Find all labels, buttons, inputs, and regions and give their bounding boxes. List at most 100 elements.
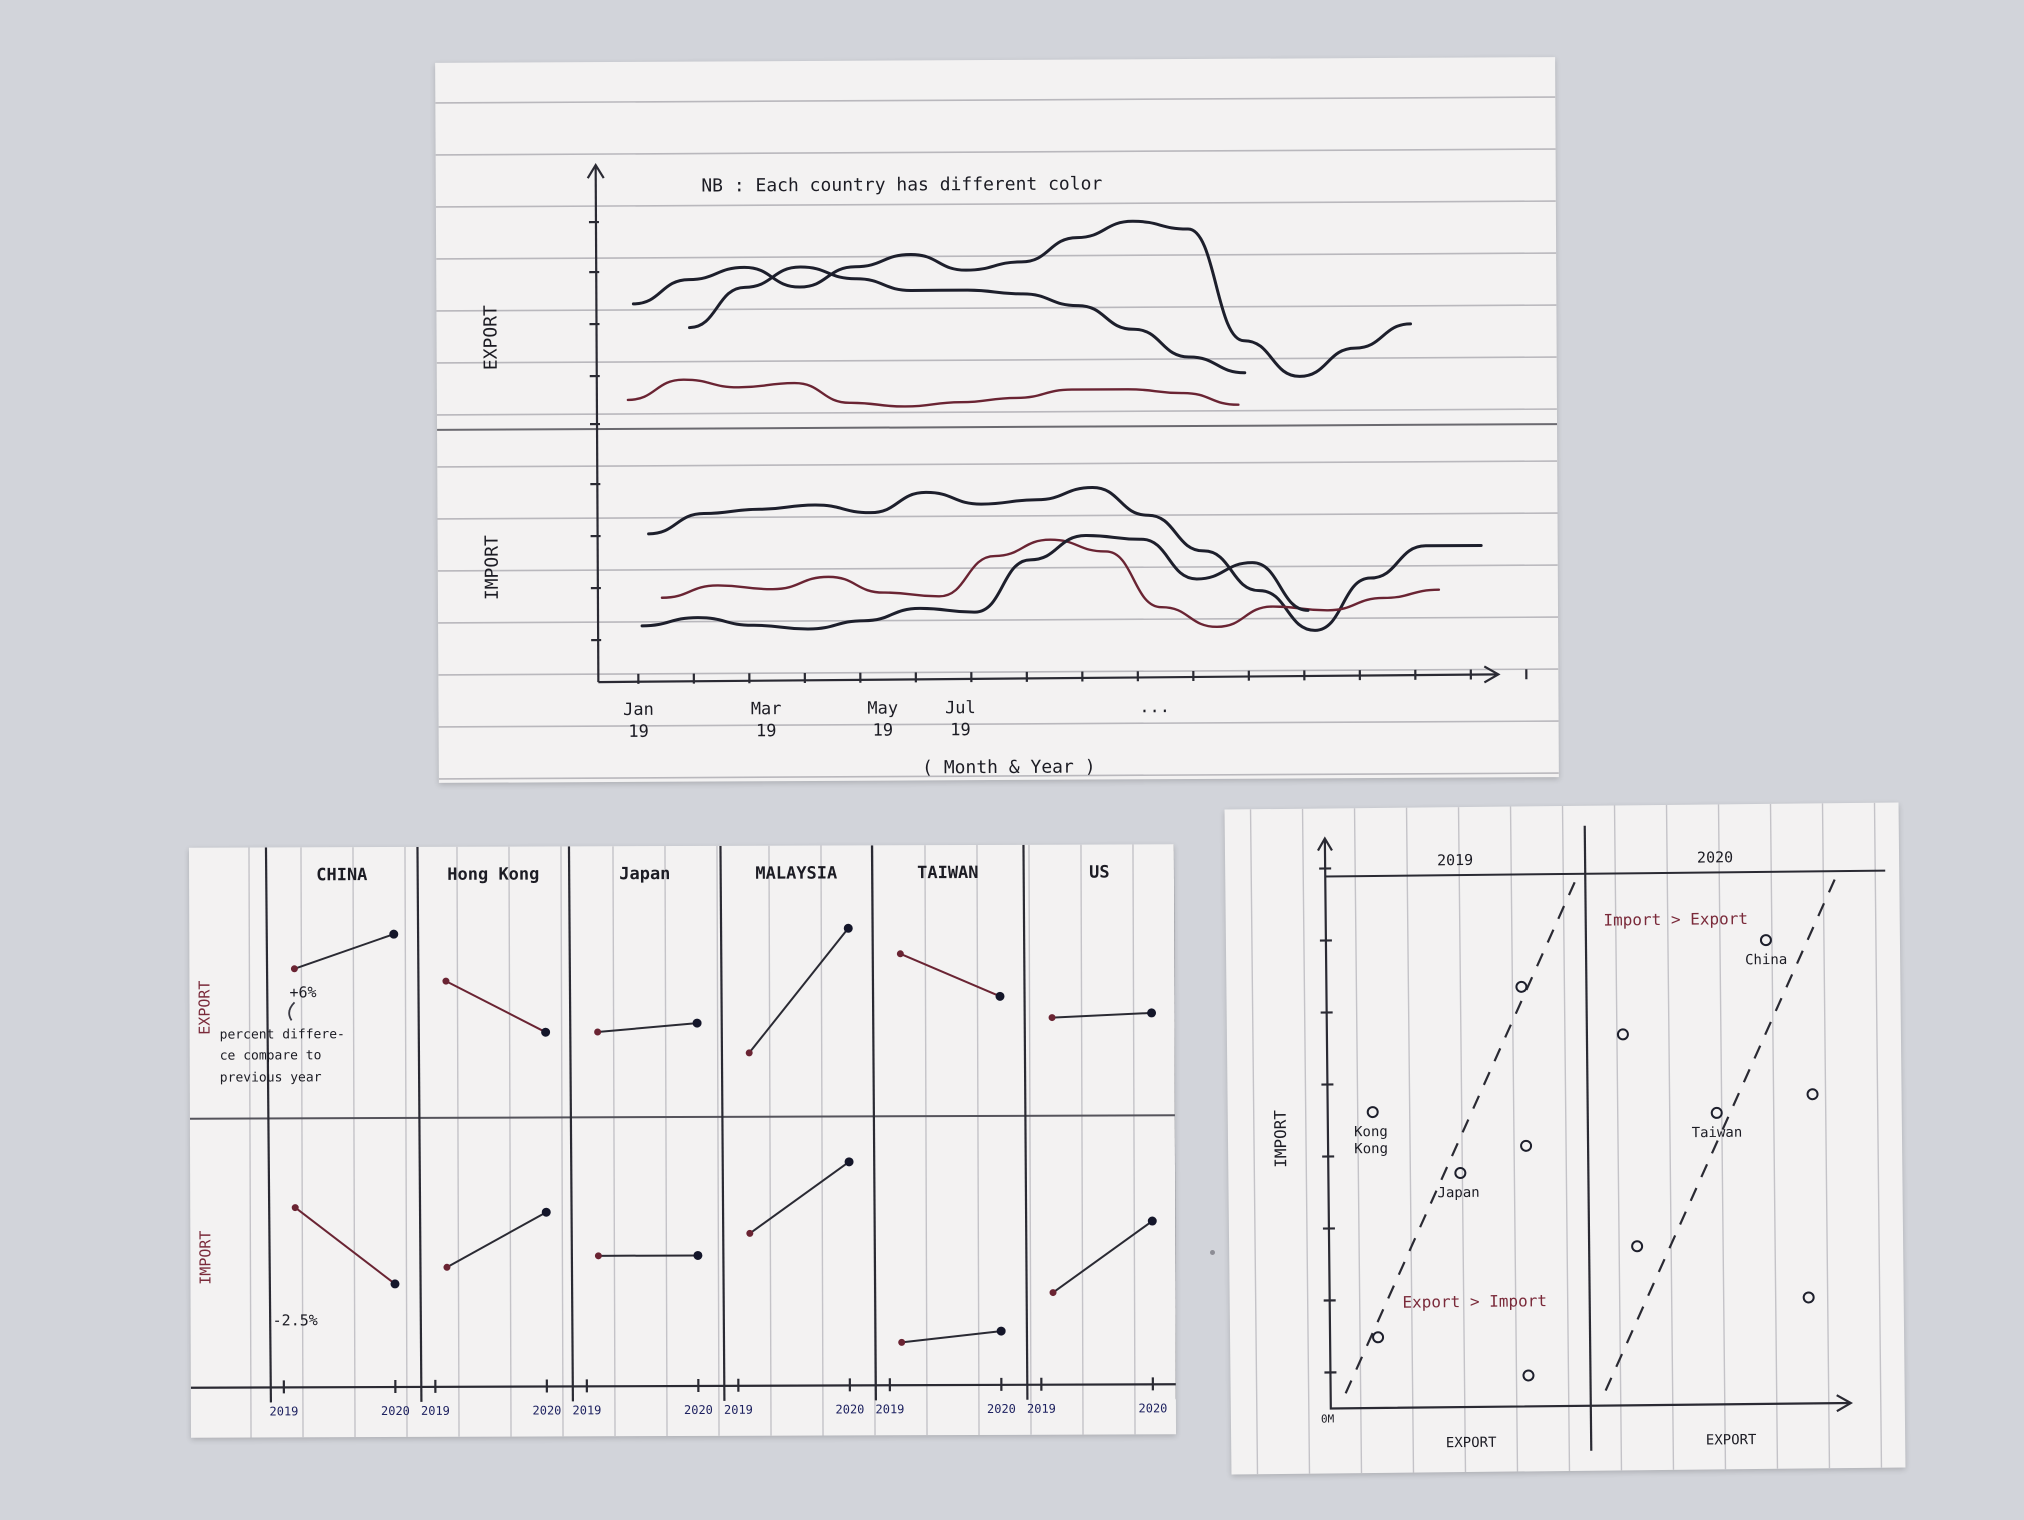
import-row-label: IMPORT bbox=[196, 1231, 214, 1285]
paper-rule bbox=[1717, 804, 1727, 1470]
x-axis-arrow bbox=[1836, 1394, 1854, 1413]
paper-rule bbox=[1769, 803, 1779, 1469]
column-divider bbox=[1022, 844, 1029, 1400]
point-2020 bbox=[844, 1157, 854, 1167]
import-axis-label: IMPORT bbox=[482, 535, 503, 600]
scatter-point bbox=[1802, 1291, 1815, 1304]
paper-rule bbox=[436, 356, 1557, 364]
paper-rule bbox=[352, 847, 356, 1438]
x-axis-label: EXPORT bbox=[1446, 1435, 1497, 1452]
paper-rule bbox=[300, 847, 304, 1438]
point-label: Taiwan bbox=[1692, 1125, 1743, 1142]
scatter-point bbox=[1520, 1139, 1533, 1152]
scatter-point bbox=[1616, 1028, 1629, 1041]
monthly-line-chart-card: Jan 19 Mar 19 May 19 Jul 19... NB : Each countr… bbox=[435, 57, 1559, 783]
slope-line bbox=[748, 927, 850, 1054]
scatter-point bbox=[1522, 1369, 1535, 1382]
scatter-point bbox=[1366, 1106, 1379, 1119]
paper-rule bbox=[438, 720, 1559, 728]
slope-line bbox=[1052, 1011, 1152, 1019]
x-tick-label: May bbox=[867, 699, 898, 719]
scatter-point bbox=[1372, 1331, 1385, 1344]
series-line bbox=[660, 538, 1441, 629]
paper-rule bbox=[1028, 844, 1032, 1435]
scatter-point bbox=[1631, 1240, 1644, 1253]
point-label: China bbox=[1745, 952, 1787, 968]
chart-note: NB : Each country has different color bbox=[701, 173, 1102, 196]
slope-line bbox=[446, 1211, 547, 1269]
country-title: US bbox=[1089, 863, 1110, 883]
paper-rule bbox=[438, 616, 1559, 624]
paper-rule bbox=[438, 772, 1559, 780]
annotation-note-line-2: ce compare to bbox=[220, 1048, 322, 1063]
x-tick-label: 2020 bbox=[684, 1403, 713, 1417]
title-underline bbox=[1325, 869, 1886, 878]
panel-divider bbox=[1583, 825, 1593, 1451]
paper-rule bbox=[1561, 806, 1571, 1471]
scatter-point bbox=[1759, 934, 1772, 947]
paper-rule bbox=[456, 846, 460, 1437]
x-tick-label: 2019 bbox=[572, 1403, 601, 1417]
point-label: Kong bbox=[1354, 1141, 1388, 1157]
annotation-arrow bbox=[288, 1001, 296, 1021]
point-2020 bbox=[389, 929, 399, 939]
point-label: Japan bbox=[1437, 1185, 1479, 1201]
panel-divider bbox=[437, 423, 1558, 431]
point-2020 bbox=[995, 991, 1005, 1001]
country-title: Hong Kong bbox=[447, 864, 539, 884]
column-divider bbox=[264, 847, 273, 1403]
paper-rule bbox=[976, 844, 980, 1435]
paper-rule bbox=[1249, 809, 1259, 1475]
paper-rule bbox=[1509, 806, 1519, 1472]
point-2020 bbox=[693, 1250, 703, 1260]
origin-label: 0M bbox=[1321, 1412, 1335, 1425]
column-divider bbox=[416, 846, 423, 1402]
paper-rule bbox=[508, 846, 512, 1437]
paper-rule bbox=[435, 96, 1556, 104]
scatter-point bbox=[1515, 980, 1528, 993]
paper-rule bbox=[435, 148, 1556, 156]
point-2020 bbox=[1147, 1216, 1157, 1226]
x-tick-label: 2020 bbox=[381, 1404, 410, 1418]
scatter-point bbox=[1710, 1106, 1723, 1119]
slope-line bbox=[901, 1330, 1002, 1344]
point-2019 bbox=[290, 965, 298, 973]
x-tick-label-year: 19 bbox=[873, 721, 894, 741]
x-tick-label-year: 19 bbox=[756, 721, 777, 741]
column-divider bbox=[870, 845, 878, 1401]
x-axis-label: EXPORT bbox=[1706, 1432, 1757, 1449]
export-axis-label: EXPORT bbox=[480, 305, 501, 370]
slope-line bbox=[294, 1206, 396, 1285]
slope-line bbox=[445, 980, 547, 1034]
x-tick-label: 2019 bbox=[875, 1402, 904, 1416]
point-2020 bbox=[541, 1207, 551, 1217]
point-2019 bbox=[898, 1338, 906, 1346]
country-title: Japan bbox=[619, 864, 670, 884]
x-tick-label: 2019 bbox=[269, 1404, 298, 1418]
point-2019 bbox=[1048, 1014, 1056, 1022]
x-tick-label-year: 19 bbox=[950, 720, 971, 740]
paper-rule bbox=[404, 846, 408, 1437]
y-axis-label: IMPORT bbox=[1271, 1110, 1291, 1168]
point-2019 bbox=[594, 1252, 602, 1260]
x-tick-label-year: 19 bbox=[628, 722, 649, 742]
column-divider bbox=[567, 846, 575, 1402]
scatter-axes bbox=[1323, 838, 1851, 1410]
slope-line bbox=[597, 1022, 698, 1034]
annotation-note-line-3: previous year bbox=[220, 1070, 322, 1085]
point-2019 bbox=[594, 1028, 602, 1036]
point-2020 bbox=[1147, 1008, 1157, 1018]
x-tick-label: Jan bbox=[623, 700, 654, 720]
x-tick-label: 2020 bbox=[987, 1402, 1016, 1416]
series-line bbox=[640, 534, 1310, 631]
paper-rule bbox=[1132, 844, 1136, 1435]
x-tick-label: 2019 bbox=[1027, 1402, 1056, 1416]
x-tick-label: 2020 bbox=[1138, 1401, 1167, 1415]
paper-rule bbox=[1080, 844, 1084, 1435]
point-label: Kong bbox=[1354, 1124, 1388, 1140]
country-title: CHINA bbox=[316, 865, 367, 885]
column-divider bbox=[1173, 844, 1177, 1400]
paper-rule bbox=[435, 200, 1556, 208]
x-axis-arrow bbox=[1483, 665, 1501, 684]
